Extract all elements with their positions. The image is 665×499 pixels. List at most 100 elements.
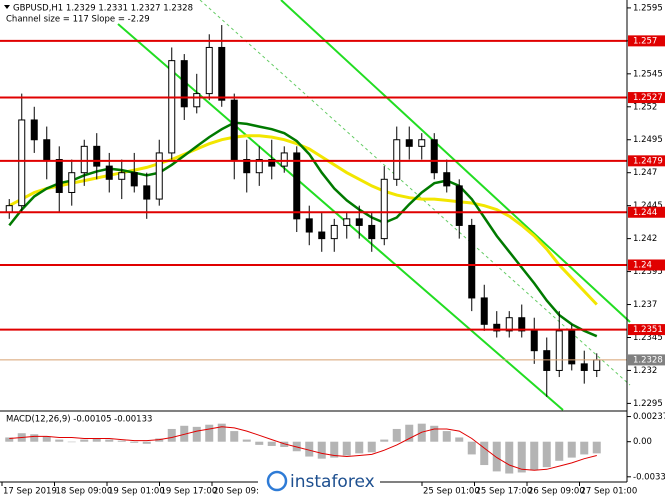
level-label-box: [628, 155, 665, 167]
candle-body: [293, 152, 301, 220]
candle-body: [318, 231, 326, 240]
channel-mid: [199, 0, 631, 386]
candle-body: [468, 224, 476, 299]
chart-title: GBPUSD,H1 1.2329 1.2331 1.2327 1.2328: [13, 4, 193, 14]
x-tick-label: 27 Sep 01:00: [581, 487, 638, 497]
y-tick-label: 1.2345: [633, 333, 663, 343]
macd-bar: [492, 441, 501, 472]
candle-body: [493, 323, 501, 332]
candle-body: [368, 224, 376, 240]
macd-bar: [155, 438, 164, 442]
macd-bar: [5, 437, 14, 442]
macd-bar: [342, 441, 351, 456]
macd-bar: [530, 441, 539, 471]
macd-bar: [455, 437, 464, 442]
macd-bar: [317, 441, 326, 459]
price-pane: 1.25951.2571.25451.2521.24951.2471.24451…: [0, 3, 665, 409]
candle-body: [268, 159, 276, 167]
macd-bar: [180, 425, 189, 442]
y-tick-label: 1.247: [633, 168, 657, 178]
header-icon: [4, 5, 10, 9]
macd-bar: [555, 441, 564, 461]
macd-bar: [567, 441, 576, 458]
macd-bar: [205, 424, 214, 442]
macd-bar: [580, 441, 589, 455]
level-label: 1.244: [633, 208, 657, 218]
y-tick-label: 1.2445: [633, 201, 663, 211]
macd-bar: [292, 441, 301, 452]
macd-bar: [267, 441, 276, 446]
macd-bar: [167, 428, 176, 442]
macd-bar: [217, 423, 226, 442]
macd-bar: [192, 426, 201, 442]
macd-bar: [542, 441, 551, 468]
candle-body: [405, 139, 413, 147]
macd-bar: [392, 428, 401, 442]
x-tick-label: 25 Sep 17:00: [476, 487, 533, 497]
y-tick-label: 1.237: [633, 300, 657, 310]
macd-bar: [255, 441, 264, 445]
candle-body: [205, 46, 213, 95]
macd-bar: [355, 441, 364, 454]
y-tick-label: 1.232: [633, 366, 657, 376]
candle-body: [18, 119, 26, 207]
watermark: instaforex: [258, 468, 380, 494]
watermark-icon: [266, 470, 288, 492]
candle-body: [280, 152, 288, 167]
candle-body: [580, 363, 588, 371]
candle-body: [443, 172, 451, 187]
last-price-label: 1.2328: [633, 355, 663, 365]
macd-bar: [380, 439, 389, 442]
candle-body: [143, 185, 151, 200]
macd-bar: [80, 439, 89, 442]
y-tick-label: 1.252: [633, 102, 657, 112]
level-label-box: [628, 35, 665, 47]
candle-body: [343, 218, 351, 226]
watermark-box: [258, 468, 380, 494]
macd-bar: [517, 441, 526, 473]
candle-body: [330, 224, 338, 240]
y-tick-label: 1.2495: [633, 135, 663, 145]
macd-bar: [367, 441, 376, 453]
y-tick-label: -0.00331: [633, 472, 665, 482]
candle-body: [455, 185, 463, 226]
candle-body: [218, 46, 226, 101]
level-label: 1.2351: [633, 325, 663, 335]
x-tick-label: 25 Sep 01:00: [423, 487, 480, 497]
macd-pane: 0.00237 0.00 -0.00331: [5, 412, 665, 482]
macd-bar: [442, 431, 451, 442]
candle-body: [118, 172, 126, 180]
macd-bar: [92, 438, 101, 442]
y-tick-label: 0.00237: [633, 412, 665, 422]
level-label: 1.2527: [633, 93, 663, 103]
y-tick-label: 0.00: [633, 437, 652, 447]
macd-bar: [480, 441, 489, 466]
candle-body: [180, 60, 188, 108]
candle-body: [380, 178, 388, 240]
candle-body: [43, 139, 51, 161]
x-tick-label: 20 Sep 09:00: [213, 487, 270, 497]
candle-body: [93, 145, 101, 167]
candle-body: [168, 60, 176, 154]
macd-bar: [305, 441, 314, 457]
candle-body: [418, 139, 426, 147]
candle-body: [130, 172, 138, 187]
candle-body: [305, 218, 313, 233]
macd-bar: [55, 439, 64, 442]
level-label-box: [628, 259, 665, 271]
macd-bar: [130, 441, 139, 443]
macd-bar: [30, 434, 39, 442]
candle-body: [355, 218, 363, 226]
candle-body: [543, 350, 551, 371]
macd-bar: [430, 425, 439, 442]
macd-bar: [230, 431, 239, 442]
level-label-box: [628, 92, 665, 104]
level-label-box: [628, 206, 665, 218]
chart-subtitle: Channel size = 117 Slope = -2.29: [6, 15, 150, 25]
macd-title: MACD(12,26,9) -0.00105 -0.00133: [6, 415, 152, 425]
candle-body: [68, 172, 76, 193]
candle-body: [30, 119, 38, 141]
macd-bar: [117, 440, 126, 442]
